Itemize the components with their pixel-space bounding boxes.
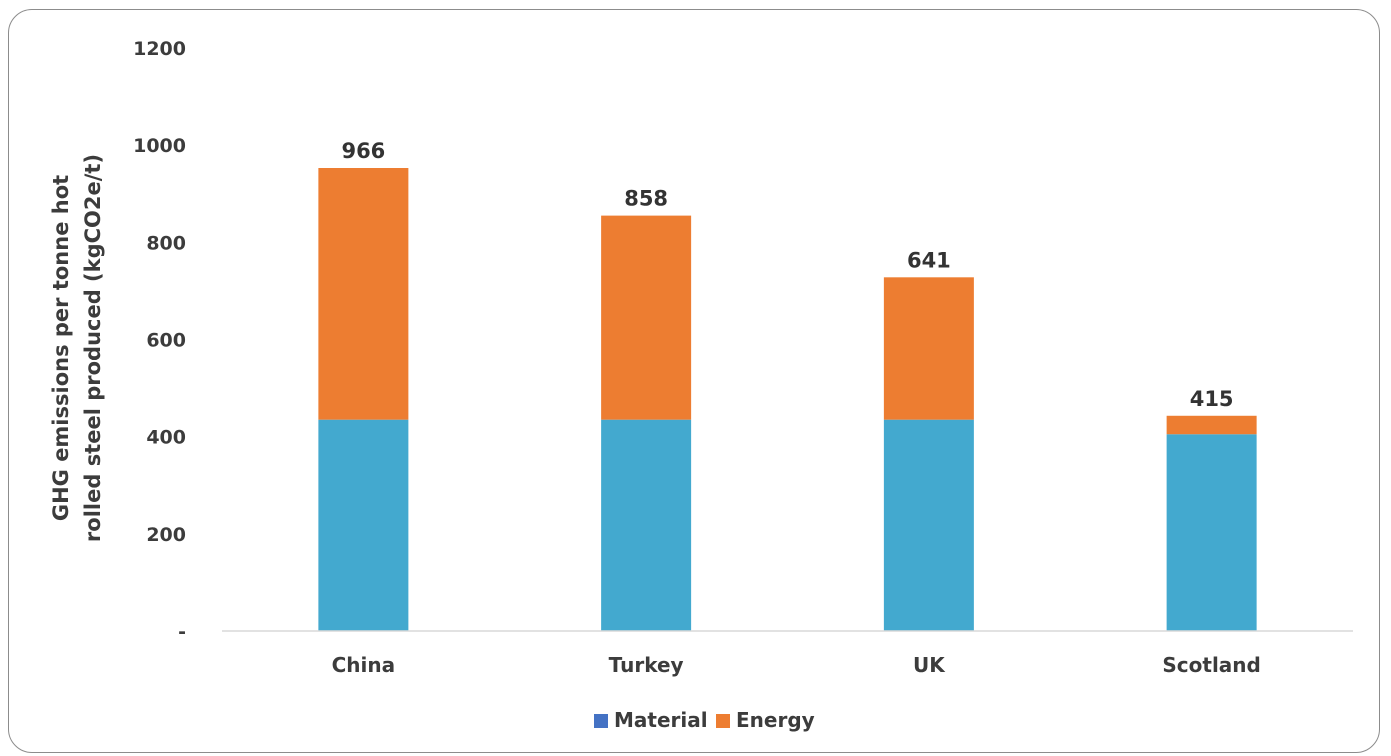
total-label-uk: 641: [907, 248, 951, 272]
y-axis-title: GHG emissions per tonne hot rolled steel…: [49, 154, 105, 542]
category-label-china: China: [332, 653, 396, 677]
legend-swatch-energy: [716, 714, 730, 728]
y-tick-label: 400: [146, 427, 186, 449]
category-label-turkey: Turkey: [609, 653, 684, 677]
y-tick-label: -: [178, 621, 186, 643]
total-label-turkey: 858: [624, 187, 668, 211]
category-label-uk: UK: [913, 653, 946, 677]
legend-label-energy: Energy: [736, 708, 815, 732]
category-label-scotland: Scotland: [1162, 653, 1260, 677]
y-axis-title-line-1: GHG emissions per tonne hot: [49, 175, 73, 521]
bar-material-china: [318, 419, 409, 631]
bar-material-uk: [883, 419, 974, 631]
bar-energy-uk: [883, 277, 974, 420]
y-tick-label: 600: [146, 330, 186, 352]
y-axis-ticks: - 200 400 600 800 1000 1200: [133, 38, 186, 643]
y-tick-label: 800: [146, 232, 186, 254]
bar-energy-china: [318, 168, 409, 420]
legend: Material Energy: [594, 708, 815, 732]
legend-swatch-material: [594, 714, 608, 728]
y-tick-label: 1000: [133, 135, 186, 157]
category-labels: China Turkey UK Scotland: [332, 653, 1261, 677]
bar-material-scotland: [1166, 434, 1257, 631]
legend-label-material: Material: [614, 708, 708, 732]
chart-frame: [8, 9, 1380, 753]
bars: [318, 168, 1257, 631]
y-tick-label: 200: [146, 524, 186, 546]
bar-energy-scotland: [1166, 415, 1257, 435]
y-axis-title-line-2: rolled steel produced (kgCO2e/t): [81, 154, 105, 542]
total-labels: 966 858 641 415: [341, 139, 1233, 411]
y-tick-label: 1200: [133, 38, 186, 60]
total-label-scotland: 415: [1190, 387, 1234, 411]
bar-energy-turkey: [601, 215, 692, 420]
bar-material-turkey: [601, 419, 692, 631]
total-label-china: 966: [341, 139, 385, 163]
